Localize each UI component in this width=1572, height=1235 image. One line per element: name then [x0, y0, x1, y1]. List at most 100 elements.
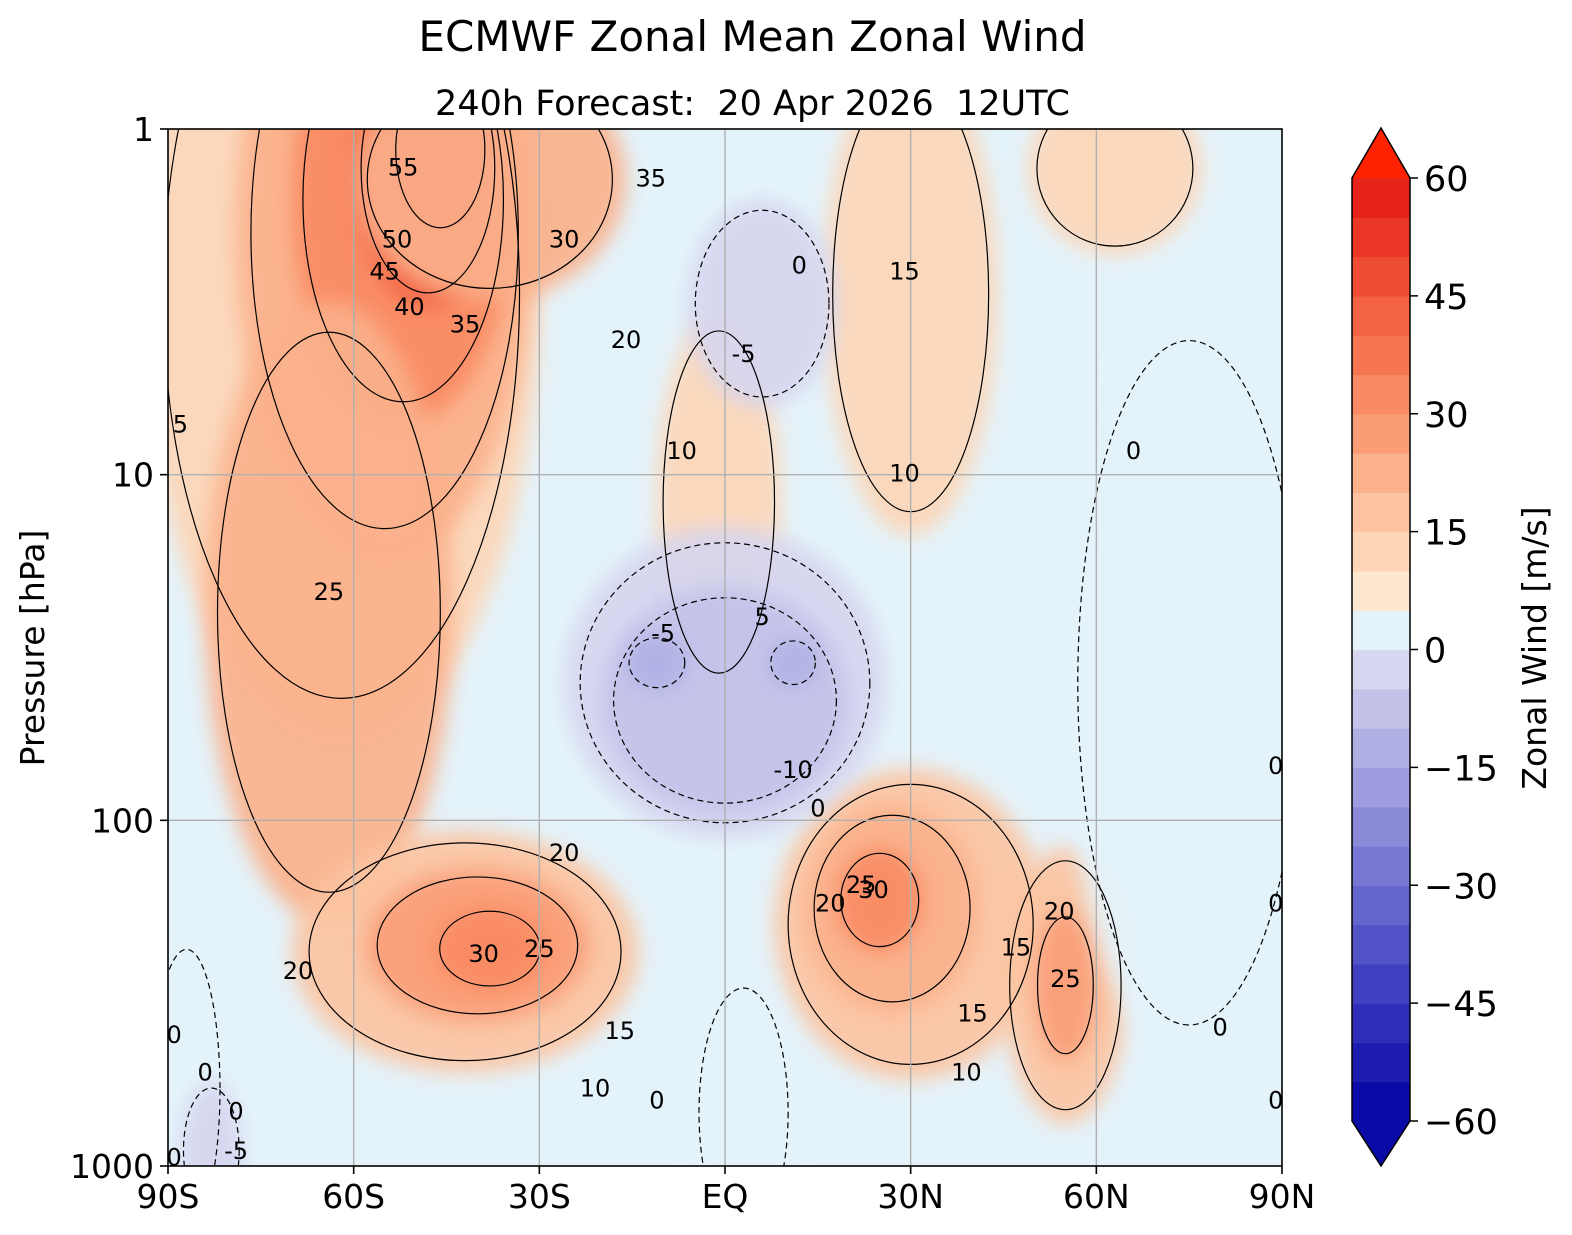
- contour-line: [662, 330, 776, 674]
- field-region: [434, 907, 546, 991]
- contour-label: 25: [1050, 965, 1081, 993]
- colorbar-tick-label: 30: [1424, 396, 1469, 436]
- contour-label: 0: [810, 794, 825, 822]
- x-tick-label: EQ: [702, 1177, 749, 1216]
- contour-label: 10: [580, 1074, 611, 1102]
- contour-label: 0: [1126, 437, 1141, 465]
- contour-line: [250, 129, 519, 530]
- contour-line: [376, 876, 579, 1015]
- y-axis: 1 10 100 1000: [70, 110, 168, 1186]
- x-tick-label: 90N: [1249, 1177, 1316, 1216]
- contour-label: 45: [369, 257, 400, 285]
- contour-label: 0: [1268, 889, 1283, 917]
- contour-label: -5: [224, 1137, 248, 1165]
- colorbar-tick-label: 60: [1424, 160, 1469, 200]
- contour-label: 5: [173, 410, 188, 438]
- contour-label: 0: [228, 1097, 243, 1125]
- contour-label: 20: [283, 957, 314, 985]
- y-tick-label: 1: [133, 110, 154, 149]
- contour-label: 0: [197, 1058, 212, 1086]
- colorbar-tick-label: 0: [1424, 632, 1446, 672]
- contour-label: -5: [732, 340, 756, 368]
- contour-line: [628, 637, 686, 689]
- colorbar-segment: [1352, 649, 1410, 690]
- y-axis-label: Pressure [hPa]: [13, 530, 52, 767]
- contour-line: [698, 987, 789, 1166]
- field-region: [1028, 129, 1202, 255]
- colorbar-extend-top: [1352, 128, 1410, 178]
- contour-label: 25: [524, 935, 555, 963]
- colorbar-segment: [1352, 295, 1410, 336]
- colorbar-segment: [1352, 1003, 1410, 1044]
- contour-line: [168, 129, 521, 699]
- x-tick-label: 30S: [508, 1177, 571, 1216]
- field-region: [694, 974, 794, 1166]
- colorbar-tick-label: 15: [1424, 514, 1469, 554]
- colorbar-segment: [1352, 453, 1410, 493]
- contour-line: [366, 129, 613, 289]
- contour-line: [770, 640, 816, 686]
- contour-line: [308, 842, 622, 1062]
- contour-label: -10: [773, 756, 812, 784]
- contour-line: [168, 948, 221, 1166]
- colorbar-segment: [1352, 492, 1410, 533]
- contour-line: [182, 1087, 240, 1166]
- contour-label: 15: [889, 257, 920, 285]
- contour-label: 20: [1044, 898, 1075, 926]
- colorbar-segment: [1352, 335, 1410, 376]
- contour-line: [360, 129, 496, 294]
- field-region: [687, 199, 837, 408]
- contour-label: 0: [1212, 1013, 1227, 1041]
- x-tick-label: 60N: [1063, 1177, 1130, 1216]
- y-tick-label: 10: [112, 456, 154, 495]
- grid-lines: [168, 129, 1282, 1166]
- wind-field: [168, 129, 1282, 1166]
- colorbar-segment: [1352, 531, 1410, 572]
- contour-label: 0: [1268, 1086, 1283, 1114]
- colorbar-segment: [1352, 570, 1410, 611]
- field-region: [1065, 302, 1282, 1063]
- contour-line: [1036, 129, 1194, 247]
- colorbar-segment: [1352, 413, 1410, 454]
- colorbar-segment: [1352, 885, 1410, 926]
- contour-label: 5: [754, 603, 769, 631]
- contour-label: 20: [611, 326, 642, 354]
- contour-label: 15: [605, 1017, 636, 1045]
- contour-label: -5: [651, 620, 675, 648]
- subtitle-valid: 20 Apr 2026 12UTC: [706, 84, 1070, 124]
- contour-line: [216, 331, 441, 893]
- field-region: [836, 848, 924, 952]
- contour-label: 0: [1268, 752, 1283, 780]
- contour-line: [1009, 860, 1122, 1111]
- contour-label: 0: [167, 1021, 182, 1049]
- contour-label: 15: [957, 1000, 988, 1028]
- contour-label: 35: [450, 310, 481, 338]
- contour-label: 25: [314, 578, 345, 606]
- contour-label: 0: [792, 252, 807, 280]
- contour-label: 20: [815, 889, 846, 917]
- colorbar-segment: [1352, 806, 1410, 847]
- x-tick-label: 90S: [137, 1177, 200, 1216]
- colorbar-segment: [1352, 374, 1410, 415]
- contour-line: [694, 209, 830, 398]
- colorbar-segment: [1352, 178, 1410, 218]
- colorbar-tick-label: 45: [1424, 278, 1469, 318]
- field-region: [625, 635, 688, 691]
- colorbar-segment: [1352, 256, 1410, 297]
- contour-label: 10: [666, 437, 697, 465]
- chart-subtitle: 240h Forecast: 20 Apr 2026 12UTC: [0, 84, 1505, 124]
- contour-label: 55: [388, 153, 419, 181]
- colorbar-segment: [1352, 217, 1410, 258]
- colorbar-label: Zonal Wind [m/s]: [1515, 506, 1554, 789]
- subtitle-lead: 240h: [435, 84, 525, 124]
- contour-label: 20: [549, 839, 580, 867]
- colorbar-extend-bottom: [1352, 1121, 1410, 1166]
- contour-label: 30: [468, 940, 499, 968]
- contour-line: [813, 814, 971, 1003]
- contour-label: 15: [1001, 934, 1032, 962]
- x-tick-label: 60S: [322, 1177, 385, 1216]
- y-tick-label: 1000: [70, 1147, 154, 1186]
- subtitle-label: Forecast:: [535, 84, 696, 124]
- colorbar-segment: [1352, 767, 1410, 808]
